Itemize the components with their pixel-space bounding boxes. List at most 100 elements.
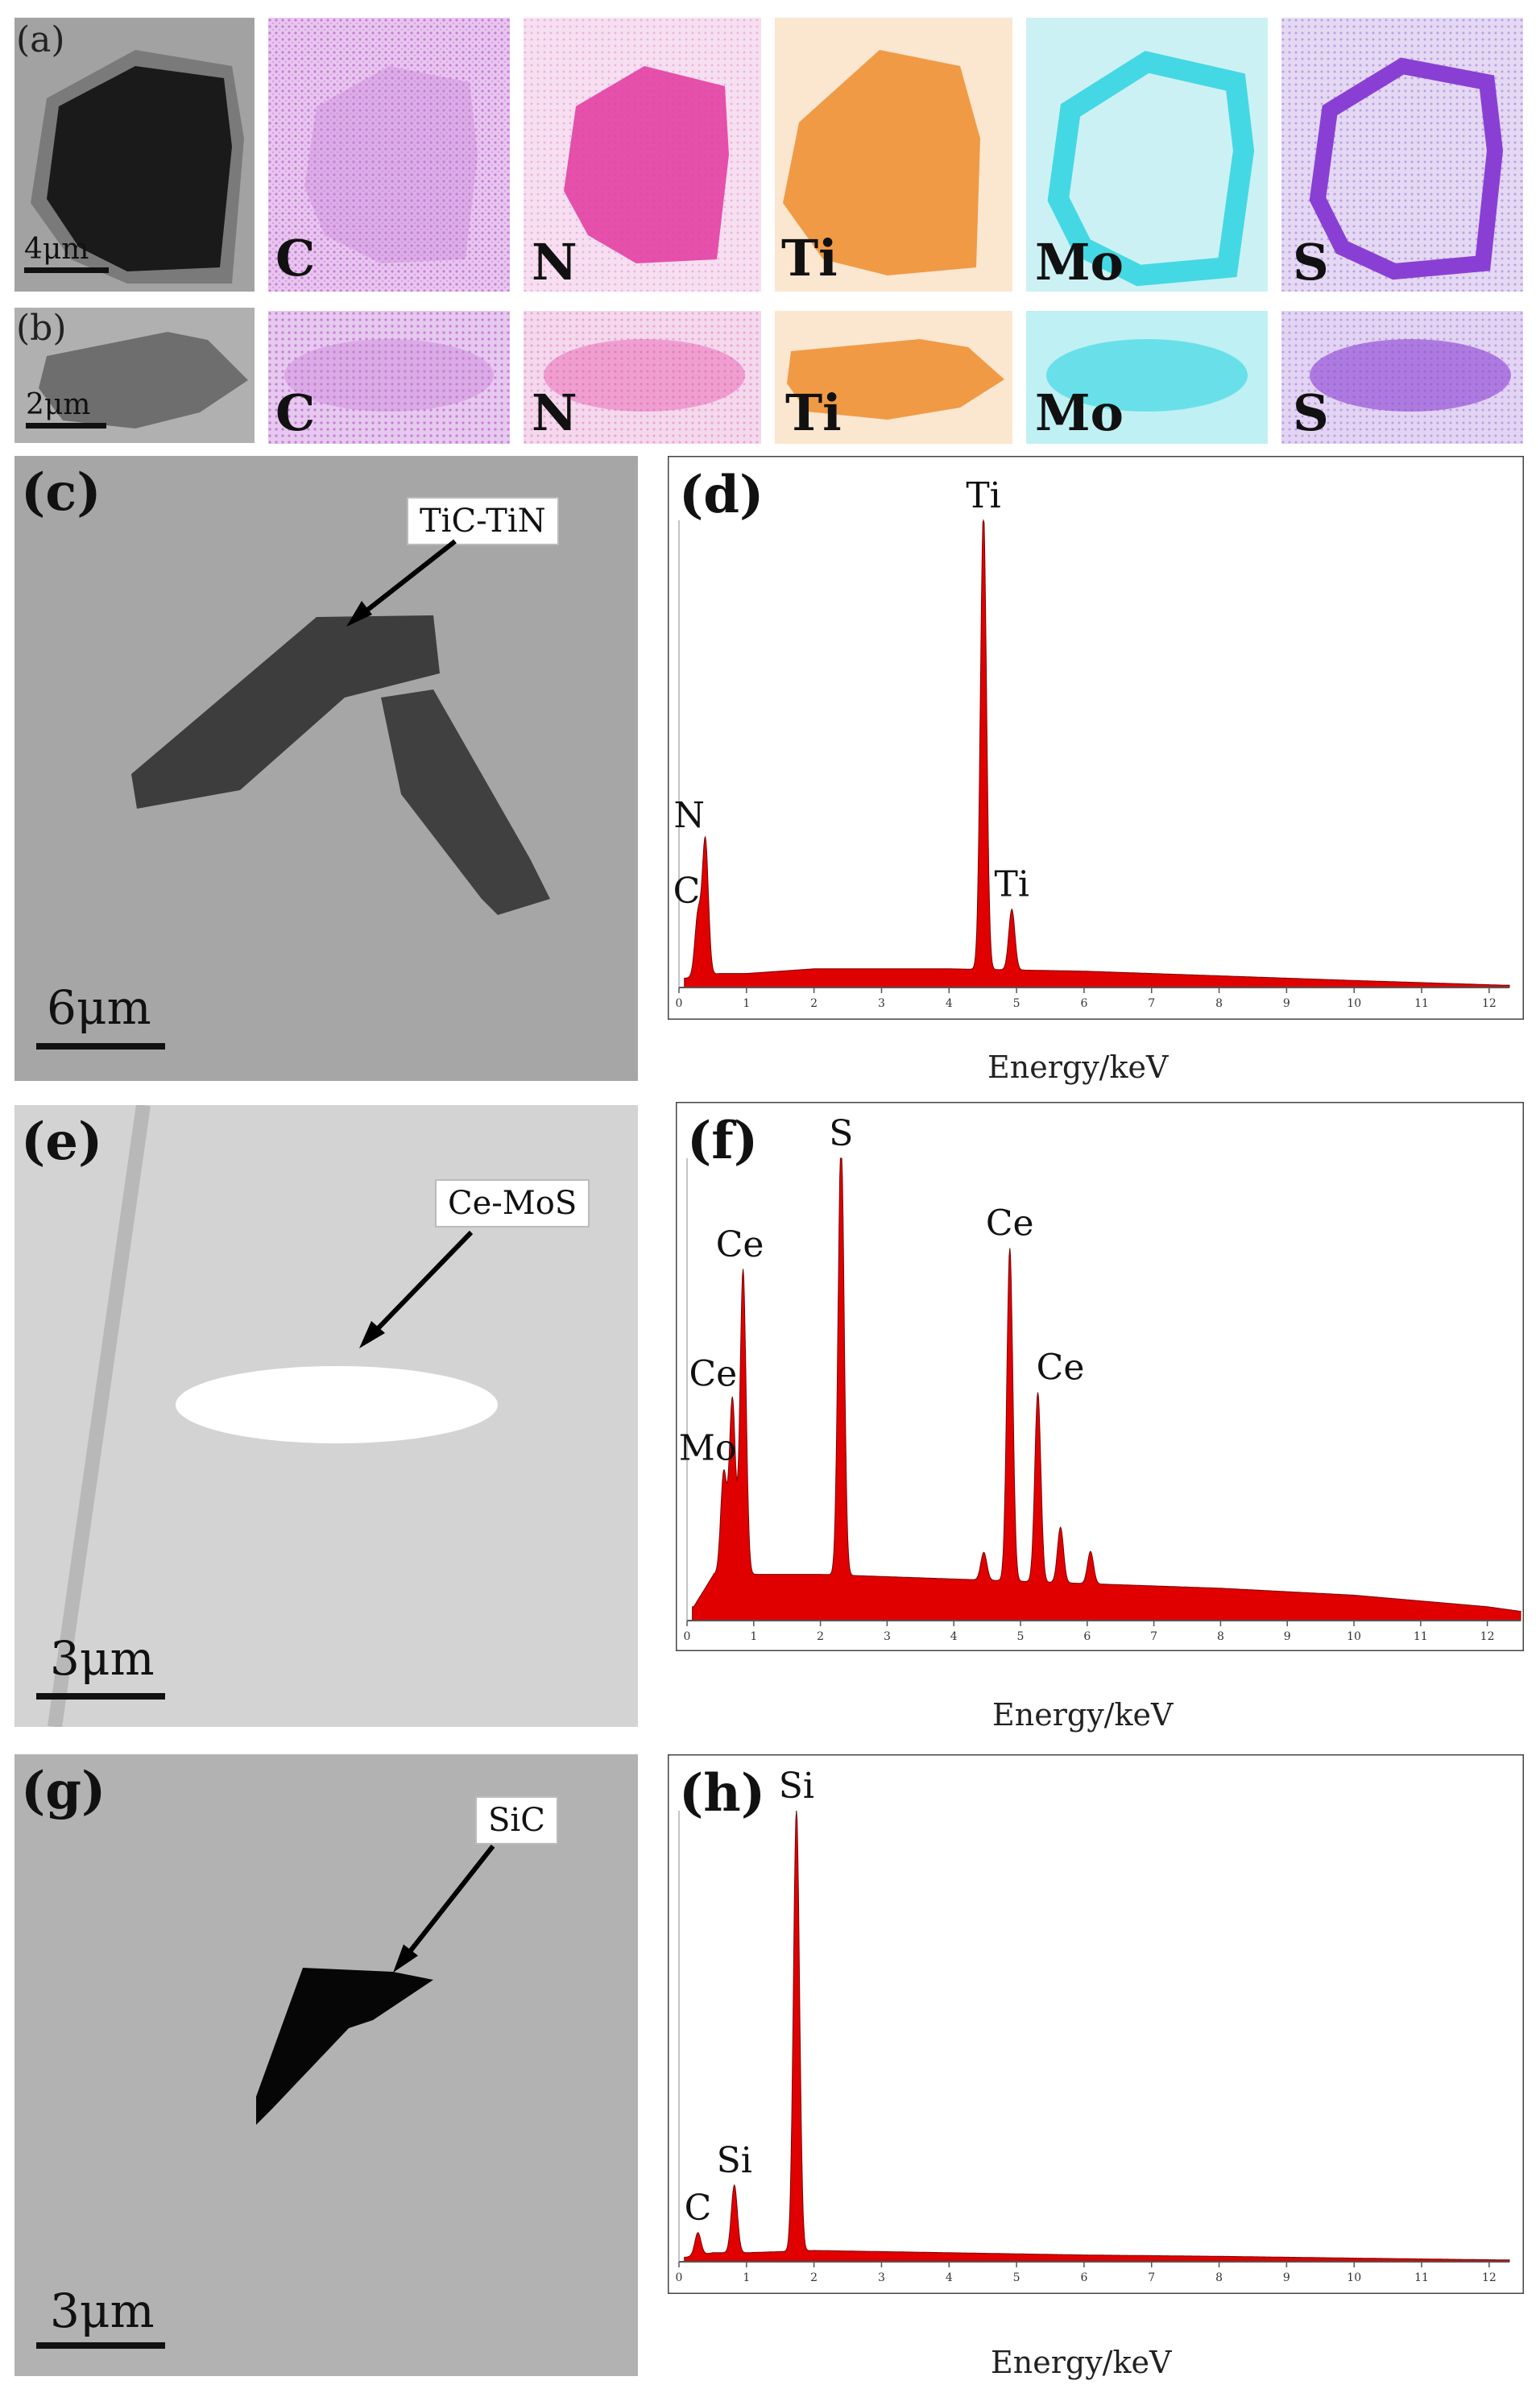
spectrum-h-tick-label: 4 <box>946 2271 953 2284</box>
map-a-n <box>524 18 761 292</box>
spectrum-d-peak-label: Ti <box>966 475 1000 516</box>
spectrum-f-tick-label: 2 <box>817 1630 824 1643</box>
panel-c-arrow <box>346 539 457 627</box>
spectrum-h-tick-label: 9 <box>1283 2271 1290 2284</box>
spectrum-h-tick-label: 1 <box>743 2271 750 2284</box>
map-a-c-label: C <box>275 229 316 288</box>
spectrum-f-panel-label: (f) <box>687 1111 758 1171</box>
spectrum-h-tick-label: 12 <box>1482 2271 1497 2284</box>
panel-a-scale-bar <box>24 267 109 273</box>
spectrum-f-xlabel: Energy/keV <box>992 1697 1174 1733</box>
spectrum-f-peak-label: S <box>829 1113 853 1154</box>
map-b-mo-label: Mo <box>1035 383 1124 442</box>
panel-b-sem-image <box>14 308 255 443</box>
panel-g-scale-text: 3μm <box>50 2283 155 2338</box>
spectrum-f-peak-label: Ce <box>716 1224 764 1265</box>
spectrum-f-tick-label: 9 <box>1284 1630 1291 1643</box>
spectrum-d-tick-label: 8 <box>1215 997 1223 1010</box>
map-b-ti-label: Ti <box>785 383 842 442</box>
spectrum-h-tick-label: 6 <box>1080 2271 1087 2284</box>
spectrum-h-tick-label: 3 <box>878 2271 885 2284</box>
spectrum-d-tick-label: 4 <box>946 997 953 1010</box>
spectrum-d-xlabel: Energy/keV <box>987 1050 1169 1085</box>
spectrum-f-tick-label: 1 <box>750 1630 757 1643</box>
map-b-n-label: N <box>532 383 578 442</box>
spectrum-d-tick-label: 12 <box>1482 997 1497 1010</box>
spectrum-h-tick-label: 8 <box>1215 2271 1223 2284</box>
spectrum-f-tick-label: 5 <box>1017 1630 1025 1643</box>
panel-c-callout: TiC-TiN <box>407 497 559 545</box>
panel-c-scale-text: 6μm <box>47 980 151 1035</box>
spectrum-d-tick-label: 6 <box>1080 997 1087 1010</box>
spectrum-h-tick-label: 10 <box>1347 2271 1361 2284</box>
map-a-n-label: N <box>532 233 578 292</box>
panel-e-callout: Ce-MoS <box>435 1179 590 1228</box>
map-b-c <box>268 311 510 444</box>
spectrum-h-peak-label: Si <box>779 1766 814 1807</box>
panel-g-label: (g) <box>21 1761 106 1821</box>
panel-a-sem-image <box>14 18 255 292</box>
map-a-mo <box>1026 18 1268 292</box>
map-a-c <box>268 18 510 292</box>
spectrum-h-panel-label: (h) <box>679 1763 765 1824</box>
map-a-s-label: S <box>1293 233 1329 292</box>
spectrum-d-tick-label: 0 <box>676 997 683 1010</box>
spectrum-d-peak-label: N <box>673 795 705 836</box>
spectrum-d-panel-label: (d) <box>679 465 764 525</box>
spectrum-d-frame <box>668 456 1524 1020</box>
spectrum-h-tick-label: 7 <box>1148 2271 1155 2284</box>
spectrum-d-tick-label: 1 <box>743 997 750 1010</box>
spectrum-h-tick-label: 5 <box>1013 2271 1020 2284</box>
spectrum-f-tick-label: 8 <box>1217 1630 1224 1643</box>
spectrum-f-peak-label: Ce <box>986 1203 1034 1244</box>
spectrum-h-peak-label: Si <box>717 2140 752 2181</box>
map-b-c-label: C <box>275 383 316 442</box>
spectrum-f-area <box>692 1157 1521 1621</box>
spectrum-f-peak-label: Mo <box>679 1427 737 1468</box>
spectrum-h-xlabel: Energy/keV <box>991 2345 1172 2380</box>
spectrum-f-tick-label: 4 <box>950 1630 958 1643</box>
spectrum-f-tick-label: 0 <box>684 1630 691 1643</box>
spectrum-f-tick-label: 12 <box>1480 1630 1495 1643</box>
spectrum-d-tick-label: 3 <box>878 997 885 1010</box>
map-b-mo <box>1026 311 1268 444</box>
map-a-mo-label: Mo <box>1035 233 1124 292</box>
spectrum-d-peak-label: Ti <box>995 864 1029 905</box>
panel-g-arrow <box>393 1845 495 1973</box>
spectrum-d-tick-label: 2 <box>810 997 818 1010</box>
spectrum-f-tick-label: 3 <box>884 1630 891 1643</box>
spectrum-h-peak-label: C <box>685 2188 712 2229</box>
spectrum-d-tick-label: 11 <box>1414 997 1429 1010</box>
spectrum-d-tick-label: 9 <box>1283 997 1290 1010</box>
spectrum-f-tick-label: 7 <box>1150 1630 1157 1643</box>
map-b-s-label: S <box>1293 383 1329 442</box>
map-b-s <box>1281 311 1523 444</box>
spectrum-f-peak-label: Ce <box>689 1353 737 1394</box>
panel-b-scale-bar <box>26 423 106 429</box>
panel-b-label: (b) <box>16 308 67 349</box>
panel-a-scale-text: 4μm <box>24 233 89 266</box>
spectrum-d-tick-label: 5 <box>1013 997 1020 1010</box>
spectrum-f-frame <box>676 1102 1524 1651</box>
spectrum-f-tick-label: 6 <box>1083 1630 1091 1643</box>
spectrum-d-area <box>684 519 1510 988</box>
spectrum-h-tick-label: 11 <box>1414 2271 1429 2284</box>
spectrum-h-tick-label: 0 <box>676 2271 683 2284</box>
panel-g-scale-bar <box>36 2342 165 2349</box>
spectrum-d-tick-label: 10 <box>1347 997 1361 1010</box>
map-b-ti <box>775 311 1012 444</box>
panel-c-scale-bar <box>36 1043 165 1050</box>
spectrum-f-tick-label: 10 <box>1347 1630 1361 1643</box>
spectrum-f-peak-label: Ce <box>1037 1348 1085 1389</box>
map-a-ti-label: Ti <box>781 229 838 288</box>
map-b-n <box>524 311 761 444</box>
panel-e-scale-bar <box>36 1693 165 1700</box>
spectrum-d-peak-label: C <box>673 871 701 912</box>
spectrum-h-area <box>684 1810 1510 2263</box>
panel-b-scale-text: 2μm <box>26 388 91 421</box>
map-a-s <box>1281 18 1523 292</box>
panel-c-sem-image <box>14 456 638 1081</box>
